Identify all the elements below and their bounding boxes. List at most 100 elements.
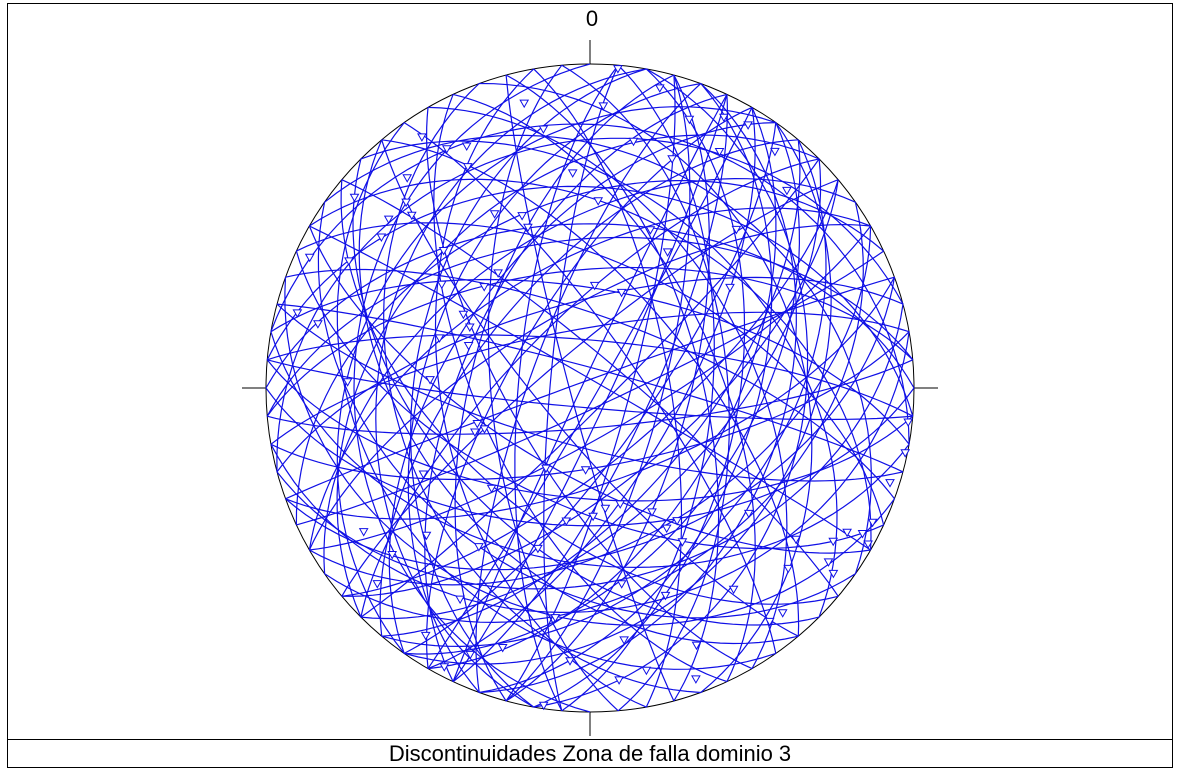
great-circle-46 [324,202,864,624]
pole-marker-60 [647,508,657,517]
great-circle-23 [353,63,591,713]
pole-marker-89 [654,84,665,93]
pole-marker-68 [662,248,673,257]
pole-marker-10 [672,517,682,526]
pole-marker-33 [406,211,417,221]
great-circles [265,63,915,713]
pole-marker-72 [791,535,801,545]
pole-marker-37 [313,320,323,329]
great-circle-73 [425,107,753,670]
great-circle-96 [360,158,820,618]
great-circle-42 [505,74,711,702]
pole-marker-24 [538,701,549,711]
great-circle-51 [270,311,910,445]
great-circle-69 [479,83,773,694]
great-circle-84 [309,225,872,551]
great-circle-40 [267,359,914,435]
great-circle-59 [561,64,730,712]
pole-marker-79 [616,580,627,589]
pole-marker-38 [417,133,427,142]
pole-marker-80 [600,504,611,514]
pole-marker-73 [479,425,490,434]
pole-marker-17 [465,650,476,660]
pole-marker-18 [387,551,398,560]
great-circle-45 [543,64,619,711]
pole-marker-74 [885,479,895,488]
great-circle-53 [487,64,619,712]
pole-marker-47 [561,517,572,527]
pole-marker-29 [463,342,474,351]
pole-marker-14 [344,257,354,266]
great-circle-92 [341,179,839,597]
pole-marker-93 [783,564,794,574]
pole-marker-9 [533,544,543,554]
pole-marker-4 [588,512,598,522]
pole-marker-15 [292,309,303,318]
great-circle-79 [427,107,753,669]
pole-marker-90 [439,663,450,672]
pole-marker-39 [402,174,413,183]
pole-marker-20 [725,283,735,293]
pole-marker-70 [517,212,527,221]
pole-marker-62 [777,609,788,618]
pole-marker-6 [593,197,604,206]
pole-marker-99 [842,528,852,538]
great-circle-25 [270,331,910,569]
pole-marker-50 [743,509,754,519]
pole-marker-34 [383,215,394,225]
great-circle-60 [379,139,799,637]
pole-marker-49 [743,121,753,130]
great-circle-36 [383,83,701,694]
pole-marker-100 [667,155,677,164]
pole-marker-22 [565,657,575,666]
pole-marker-54 [580,466,591,475]
pole-marker-48 [628,137,639,147]
pole-marker-42 [614,676,624,685]
pole-marker-76 [823,558,834,567]
pole-marker-61 [421,531,432,541]
great-circle-50 [404,122,801,655]
pole-marker-65 [538,125,549,135]
great-circle-100 [452,93,756,682]
great-circle-52 [265,387,915,527]
great-circle-2 [270,123,910,445]
great-circle-55 [452,94,729,683]
figure-frame: 0 Discontinuidades Zona de falla dominio… [7,3,1173,768]
pole-marker-97 [770,147,780,157]
pole-marker-63 [867,518,878,528]
great-circle-97 [505,74,691,702]
great-circle-98 [358,139,799,645]
great-circle-27 [533,68,683,708]
great-circle-19 [475,83,702,693]
great-circle-16 [533,68,809,708]
pole-marker-59 [613,65,623,74]
pole-marker-16 [523,223,533,233]
great-circle-72 [270,278,910,445]
pole-marker-81 [903,418,914,428]
great-circle-57 [296,250,884,526]
pole-marker-27 [589,281,600,291]
pole-marker-5 [714,148,725,157]
great-circle-85 [434,68,647,708]
pole-marker-71 [464,323,475,333]
pole-marker-25 [493,269,503,278]
pole-marker-52 [615,500,626,509]
pole-marker-28 [661,524,672,534]
great-circle-90 [266,236,914,417]
pole-marker-57 [857,530,868,539]
pole-marker-64 [728,585,739,595]
pole-marker-87 [567,169,578,178]
great-circle-95 [285,277,896,571]
great-circle-61 [276,304,904,590]
great-circle-34 [427,107,777,670]
great-circle-67 [375,68,647,708]
pole-marker-21 [550,614,561,623]
great-circle-7 [270,331,910,614]
great-circle-48 [336,122,776,670]
pole-marker-36 [401,198,411,208]
pole-marker-84 [691,641,702,651]
pole-marker-78 [489,210,500,219]
pole-marker-67 [497,644,508,653]
pole-marker-96 [349,193,360,203]
pole-marker-7 [541,464,551,474]
